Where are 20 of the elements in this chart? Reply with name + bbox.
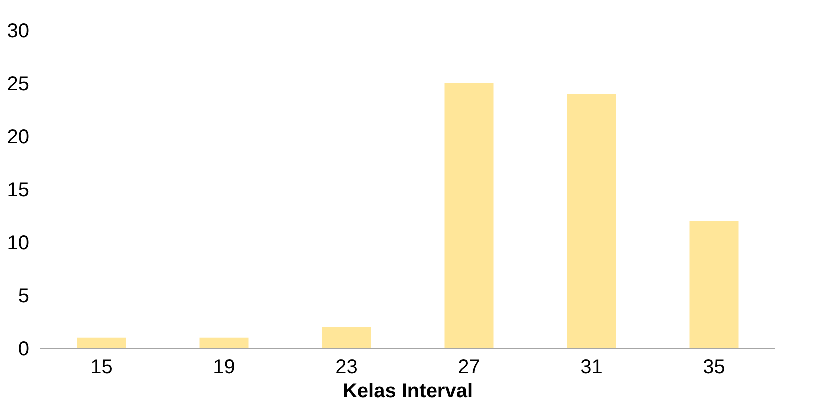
y-tick-label: 5	[18, 286, 30, 308]
y-tick-label: 10	[7, 232, 30, 254]
y-tick-label: 0	[18, 338, 30, 360]
x-axis-title: Kelas Interval	[342, 380, 474, 402]
bar	[690, 221, 739, 348]
y-tick-label: 25	[7, 74, 30, 96]
x-tick-label: 35	[703, 356, 726, 378]
bar	[567, 94, 616, 348]
x-tick-label: 31	[580, 356, 603, 378]
bar	[77, 338, 126, 348]
bar	[444, 84, 494, 348]
x-tick-label: 15	[90, 356, 113, 378]
bar	[322, 327, 372, 348]
bar	[200, 338, 249, 348]
y-tick-label: 15	[7, 180, 30, 202]
x-tick-label: 19	[213, 356, 236, 378]
x-tick-label: 23	[336, 356, 358, 378]
y-tick-label: 30	[7, 20, 30, 42]
y-tick-label: 20	[7, 126, 30, 148]
x-tick-label: 27	[458, 356, 480, 378]
